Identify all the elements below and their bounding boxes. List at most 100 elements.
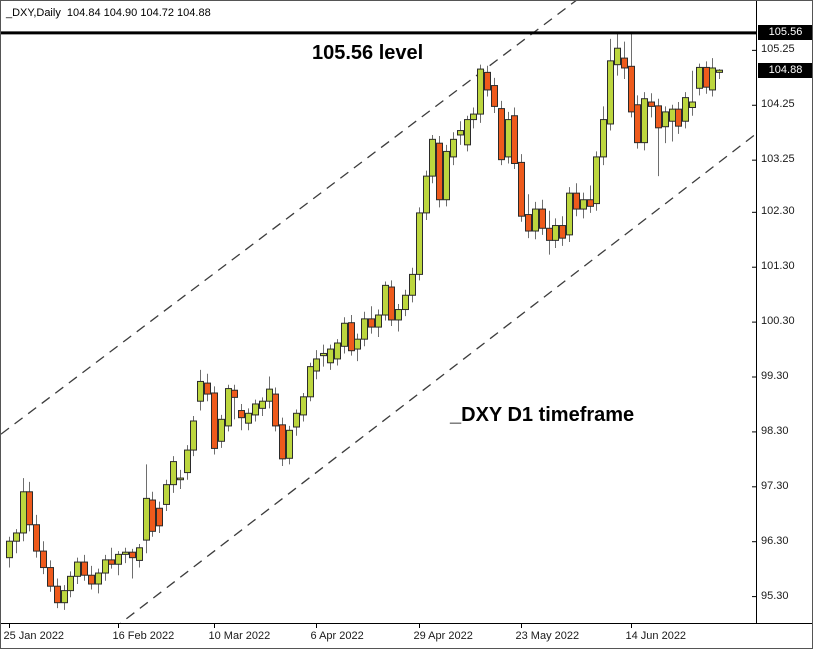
bear-candle-body: [231, 389, 238, 398]
bull-candle-body: [293, 412, 300, 428]
bear-candle-body: [204, 382, 211, 395]
bear-candle-body: [40, 550, 47, 569]
bull-candle-body: [334, 342, 341, 360]
bull-candle-body: [327, 348, 334, 364]
bull-candle-body: [382, 284, 389, 316]
bear-candle-body: [628, 65, 635, 113]
bull-candle-body: [20, 491, 27, 534]
price-tick-label: 102.30: [761, 205, 795, 218]
bull-candle-body: [552, 225, 559, 241]
bull-candle-body: [74, 561, 81, 577]
bull-candle-body: [662, 111, 669, 128]
bear-candle-body: [47, 567, 54, 587]
bull-candle-body: [457, 130, 464, 136]
bull-candle-body: [13, 532, 20, 542]
chart-title-ohlc: _DXY,Daily 104.84 104.90 104.72 104.88: [6, 7, 211, 19]
bull-candle-body: [593, 156, 600, 205]
bear-candle-body: [573, 192, 580, 210]
date-tick-label: 29 Apr 2022: [413, 630, 473, 642]
date-tick-label: 10 Mar 2022: [208, 630, 271, 642]
bull-candle-body: [115, 553, 122, 565]
bear-candle-body: [675, 108, 682, 127]
bear-candle-body: [33, 524, 40, 552]
bull-candle-body: [689, 101, 696, 109]
price-tick-label: 104.25: [761, 98, 795, 111]
bull-candle-body: [170, 461, 177, 486]
bull-candle-body: [607, 60, 614, 125]
bear-candle-body: [559, 225, 566, 239]
bull-candle-body: [313, 358, 320, 372]
bull-candle-body: [532, 208, 539, 232]
bear-candle-body: [388, 286, 395, 321]
bear-candle-body: [484, 71, 491, 91]
bull-candle-body: [423, 175, 430, 214]
bull-candle-body: [443, 150, 450, 201]
bear-candle-body: [511, 115, 518, 164]
bear-candle-body: [368, 318, 375, 328]
date-tick-label: 23 May 2022: [515, 630, 580, 642]
bull-candle-body: [245, 412, 252, 424]
bull-candle-body: [6, 540, 13, 559]
bull-candle-body: [341, 322, 348, 347]
bear-candle-body: [88, 574, 95, 585]
price-tick-label: 97.30: [761, 479, 789, 492]
bull-candle-body: [416, 212, 423, 275]
bear-candle-body: [54, 585, 61, 604]
bear-candle-body: [539, 208, 546, 229]
bull-candle-body: [354, 338, 361, 350]
date-tick-label: 14 Jun 2022: [625, 630, 687, 642]
bear-candle-body: [621, 57, 628, 69]
bull-candle-body: [505, 119, 512, 158]
bull-candle-body: [566, 192, 573, 236]
bull-candle-body: [266, 388, 273, 402]
bull-candle-body: [409, 273, 416, 296]
bear-candle-body: [587, 199, 594, 207]
bear-candle-body: [648, 101, 655, 107]
level-price-box: 105.56: [758, 25, 812, 41]
bull-candle-body: [61, 590, 68, 604]
bull-candle-body: [450, 138, 457, 158]
bear-candle-body: [518, 161, 525, 217]
bull-candle-body: [600, 119, 607, 158]
bull-candle-body: [163, 484, 170, 505]
bull-candle-body: [682, 97, 689, 122]
bear-candle-body: [272, 393, 279, 427]
bear-candle-body: [279, 424, 286, 460]
bear-candle-body: [129, 551, 136, 559]
price-tick-label: 99.30: [761, 370, 789, 382]
bear-candle-body: [634, 104, 641, 144]
bear-candle-body: [348, 322, 355, 352]
bear-candle-body: [498, 108, 505, 161]
channel-upper-trendline[interactable]: [1, 1, 756, 435]
level-annotation-text[interactable]: 105.56 level: [312, 42, 424, 64]
bull-candle-body: [300, 396, 307, 416]
bull-candle-body: [464, 119, 471, 146]
bull-candle-body: [614, 47, 621, 66]
timeframe-annotation-text[interactable]: _DXY D1 timeframe: [450, 404, 635, 426]
channel-lower-trendline[interactable]: [86, 133, 756, 649]
bear-candle-body: [238, 410, 245, 419]
bear-candle-body: [156, 507, 163, 527]
bull-candle-body: [477, 68, 484, 115]
bear-candle-body: [436, 142, 443, 201]
price-tick-label: 101.30: [761, 260, 795, 273]
bear-candle-body: [81, 561, 88, 576]
bull-candle-body: [102, 559, 109, 574]
bear-candle-body: [108, 559, 115, 565]
bear-candle-body: [491, 85, 498, 107]
bull-candle-body: [259, 400, 266, 409]
bull-candle-body: [580, 199, 587, 210]
price-tick-label: 96.30: [761, 534, 789, 547]
bull-candle-body: [470, 113, 477, 121]
bull-candle-body: [716, 69, 723, 73]
bull-candle-body: [122, 551, 129, 555]
bull-candle-body: [184, 449, 191, 474]
current-price-box: 104.88: [758, 62, 812, 78]
bull-candle-body: [197, 380, 204, 402]
bear-candle-body: [655, 105, 662, 129]
bull-candle-body: [307, 366, 314, 398]
date-tick-label: 25 Jan 2022: [3, 630, 65, 642]
bull-candle-body: [361, 318, 368, 340]
